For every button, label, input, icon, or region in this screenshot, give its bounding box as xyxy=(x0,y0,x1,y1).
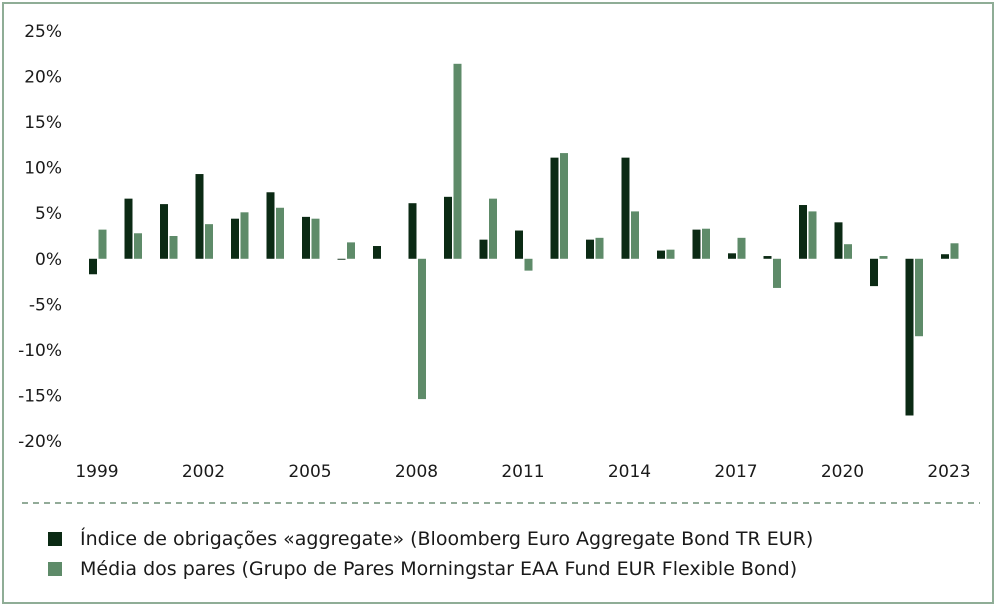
legend-swatch-peers xyxy=(48,562,62,576)
legend-item-peers: Média dos pares (Grupo de Pares Mornings… xyxy=(48,554,813,584)
bar-peers-2017 xyxy=(737,237,746,259)
bar-peers-2002 xyxy=(205,224,213,259)
legend-label-index: Índice de obrigações «aggregate» (Bloomb… xyxy=(80,528,814,550)
bar-peers-2012 xyxy=(560,153,568,259)
x-tick-label: 1999 xyxy=(75,462,118,482)
bar-index-2015 xyxy=(657,250,665,259)
bar-index-2003 xyxy=(231,218,239,259)
bar-index-2022 xyxy=(905,258,914,416)
bar-peers-2014 xyxy=(631,211,639,259)
y-tick-label: 15% xyxy=(24,113,62,133)
y-tick-label: 0% xyxy=(35,250,62,270)
bar-peers-2022 xyxy=(915,258,923,337)
y-tick-label: 5% xyxy=(35,204,62,224)
x-tick-label: 2005 xyxy=(288,462,331,482)
bar-index-2013 xyxy=(586,239,594,259)
bar-peers-2019 xyxy=(808,211,817,259)
bar-index-2010 xyxy=(479,239,488,259)
x-tick-label: 2011 xyxy=(501,462,544,482)
bar-peers-2020 xyxy=(844,244,852,259)
bar-peers-2003 xyxy=(240,212,249,259)
x-tick-label: 2017 xyxy=(714,462,757,482)
bar-peers-2000 xyxy=(134,233,142,259)
bar-peers-2006 xyxy=(347,242,355,259)
y-tick-label: 10% xyxy=(24,159,62,179)
y-tick-label: -10% xyxy=(18,341,62,361)
bar-index-2014 xyxy=(621,157,630,259)
bar-peers-2021 xyxy=(879,256,888,259)
bar-index-2006 xyxy=(337,258,346,260)
bar-index-2011 xyxy=(515,230,523,259)
bar-index-2004 xyxy=(266,192,275,259)
bars-group xyxy=(89,63,959,416)
bar-index-2017 xyxy=(728,253,736,259)
bar-index-1999 xyxy=(89,258,97,275)
bar-peers-1999 xyxy=(98,229,107,259)
x-tick-label: 2023 xyxy=(927,462,970,482)
bar-peers-2011 xyxy=(524,258,533,271)
bar-peers-2018 xyxy=(773,258,781,288)
bar-index-2001 xyxy=(160,204,168,259)
x-tick-label: 2020 xyxy=(821,462,864,482)
bar-index-2012 xyxy=(550,157,559,259)
bar-index-2007 xyxy=(373,246,381,259)
bar-index-2008 xyxy=(408,203,417,259)
legend-label-peers: Média dos pares (Grupo de Pares Mornings… xyxy=(80,558,798,580)
bar-index-2021 xyxy=(870,258,878,287)
bar-peers-2016 xyxy=(702,228,710,259)
legend-item-index: Índice de obrigações «aggregate» (Bloomb… xyxy=(48,524,813,554)
bar-peers-2009 xyxy=(453,63,462,259)
bar-index-2005 xyxy=(302,216,310,259)
y-tick-label: -20% xyxy=(18,432,62,452)
y-tick-label: 20% xyxy=(24,68,62,88)
bar-index-2016 xyxy=(692,229,701,259)
bar-index-2009 xyxy=(444,196,452,259)
bar-peers-2001 xyxy=(169,236,178,259)
y-tick-label: 25% xyxy=(24,22,62,42)
x-tick-label: 2014 xyxy=(608,462,651,482)
y-tick-label: -5% xyxy=(29,295,62,315)
bar-index-2018 xyxy=(763,256,772,259)
bar-index-2019 xyxy=(799,205,807,259)
y-axis-ticks: 25% 20% 15% 10% 5% 0% -5% -10% -15% -20% xyxy=(18,22,62,452)
x-axis-ticks: 1999 2002 2005 2008 2011 2014 2017 2020 2023 xyxy=(75,462,970,482)
legend-swatch-index xyxy=(48,532,62,546)
bar-peers-2023 xyxy=(950,243,959,259)
bar-index-2020 xyxy=(834,222,843,259)
x-tick-label: 2008 xyxy=(395,462,438,482)
bar-peers-2015 xyxy=(666,249,675,259)
bar-peers-2013 xyxy=(595,237,604,259)
legend: Índice de obrigações «aggregate» (Bloomb… xyxy=(48,524,813,584)
bar-peers-2008 xyxy=(418,258,426,400)
bar-peers-2010 xyxy=(489,198,497,259)
bar-peers-2005 xyxy=(311,218,320,259)
bar-index-2002 xyxy=(195,174,204,259)
y-tick-label: -15% xyxy=(18,386,62,406)
bar-index-2000 xyxy=(124,198,133,259)
bar-index-2023 xyxy=(941,254,949,259)
x-tick-label: 2002 xyxy=(182,462,225,482)
bar-peers-2004 xyxy=(276,207,284,259)
